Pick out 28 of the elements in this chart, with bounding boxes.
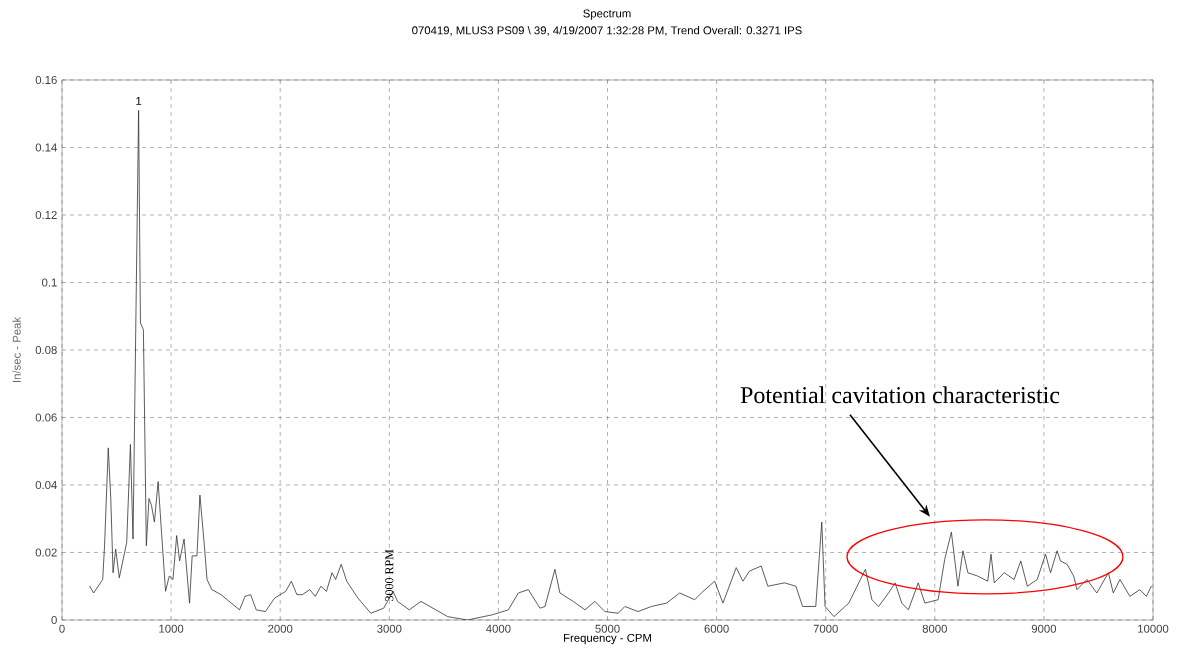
y-tick-label: 0 — [51, 615, 57, 624]
x-tick-label: 6000 — [704, 624, 729, 633]
y-tick-label: 0.06 — [35, 413, 57, 422]
chart-title: Spectrum — [583, 9, 631, 20]
y-tick-label: 0.14 — [35, 143, 57, 152]
x-tick-label: 5000 — [595, 624, 620, 633]
x-tick-label: 8000 — [922, 624, 947, 633]
annotation: Potential cavitation characteristic — [740, 386, 1060, 404]
x-tick-label: 9000 — [1031, 624, 1057, 633]
y-tick-label: 0.04 — [35, 480, 57, 489]
x-tick-label: 7000 — [813, 624, 838, 633]
y-tick-label: 0.02 — [35, 548, 57, 557]
x-tick-label: 0 — [59, 624, 65, 633]
x-tick-label: 10000 — [1138, 624, 1169, 633]
y-tick-label: 0.16 — [35, 75, 57, 84]
y-tick-label: 0.08 — [35, 345, 57, 354]
x-tick-label: 1000 — [159, 624, 184, 633]
x-tick-label: 3000 — [377, 624, 402, 633]
y-axis-title: In/sec - Peak — [12, 316, 21, 383]
y-tick-label: 0.1 — [41, 278, 57, 287]
annotation: 1 — [136, 96, 142, 105]
y-tick-label: 0.12 — [35, 210, 57, 219]
x-axis-title: Frequency - CPM — [564, 633, 651, 645]
chart-subtitle: 070419, MLUS3 PS09 \ 39, 4/19/2007 1:32:28 PM, Trend Overall: 0.3271 IPS — [412, 26, 802, 36]
x-tick-label: 4000 — [486, 624, 511, 633]
line-series — [89, 109, 1152, 620]
annotation: 3000 RPM — [385, 549, 394, 601]
x-tick-label: 2000 — [268, 624, 293, 633]
